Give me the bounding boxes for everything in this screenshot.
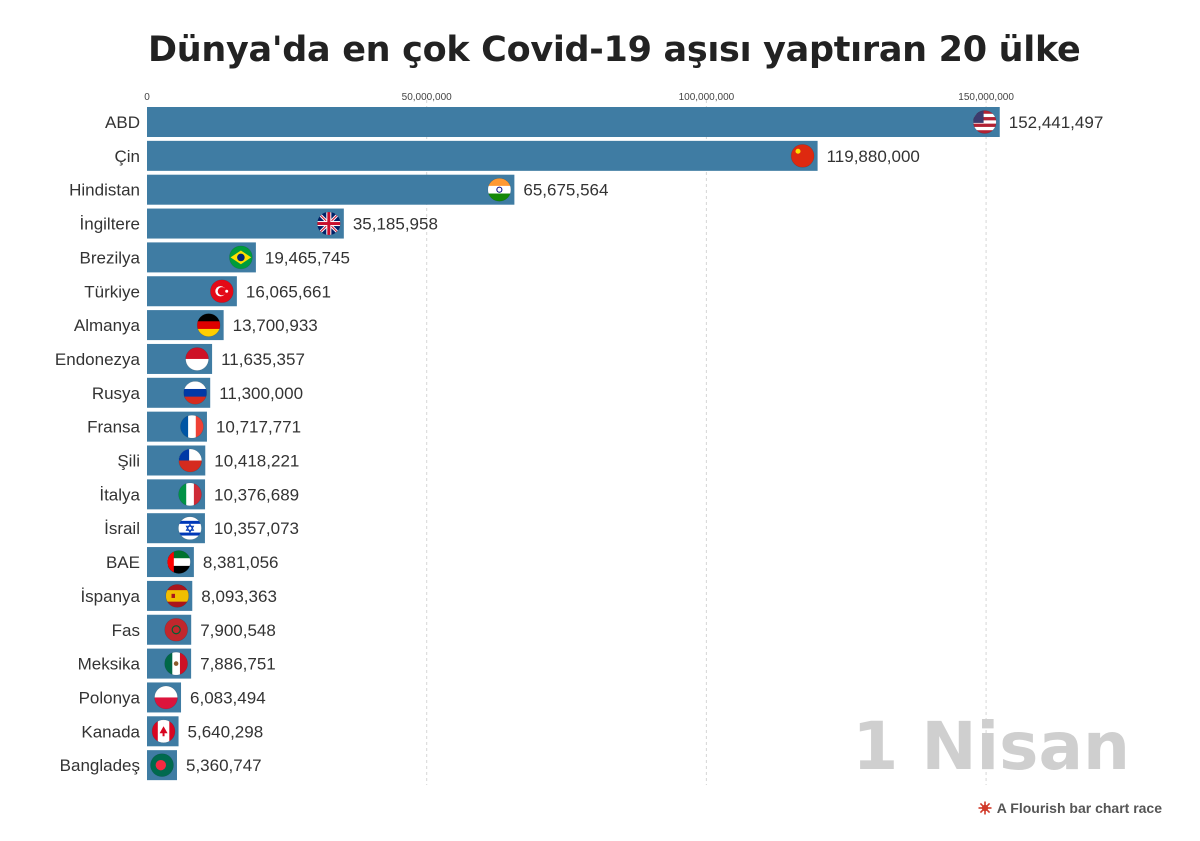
bar-row: Rusya 11,300,000 — [92, 377, 303, 408]
bangladesh-flag-icon — [150, 753, 174, 777]
spain-flag-icon — [165, 584, 190, 608]
bar-row: İsrail 10,357,073 — [104, 513, 299, 544]
value-label: 5,640,298 — [188, 722, 264, 741]
poland-flag-icon — [154, 685, 178, 710]
flourish-logo-icon — [978, 801, 992, 815]
bar-row: Bangladeş 5,360,747 — [60, 750, 262, 781]
bar-row: Almanya 13,700,933 — [74, 310, 318, 341]
bar-row: Hindistan 65,675,564 — [69, 174, 608, 205]
canada-flag-icon — [151, 719, 176, 744]
usa-flag-icon — [972, 110, 997, 134]
chart-title: Dünya'da en çok Covid-19 aşısı yaptıran … — [148, 30, 1081, 70]
value-label: 19,465,745 — [265, 248, 350, 267]
x-tick-label: 50,000,000 — [402, 92, 452, 103]
bar-row: Türkiye 16,065,661 — [84, 276, 331, 307]
bar-row: Çin 119,880,000 — [114, 140, 920, 171]
value-label: 152,441,497 — [1009, 113, 1104, 132]
category-label: İspanya — [80, 587, 140, 606]
bar — [147, 174, 515, 205]
credit-text: A Flourish bar chart race — [996, 800, 1162, 816]
value-label: 11,635,357 — [221, 350, 305, 369]
category-label: Brezilya — [80, 248, 141, 267]
bar — [147, 107, 1000, 137]
x-tick-label: 100,000,000 — [679, 92, 735, 103]
value-label: 119,880,000 — [827, 147, 920, 166]
value-label: 8,093,363 — [201, 587, 277, 606]
value-label: 7,886,751 — [200, 655, 276, 674]
category-label: İngiltere — [80, 215, 140, 234]
bar-row: İngiltere 35,185,958 — [80, 208, 438, 239]
bar — [147, 140, 818, 171]
uk-flag-icon — [317, 211, 341, 236]
germany-flag-icon — [196, 313, 221, 337]
value-label: 11,300,000 — [219, 384, 303, 403]
russia-flag-icon — [183, 380, 208, 405]
category-label: Polonya — [79, 688, 141, 707]
brazil-flag-icon — [229, 245, 253, 270]
turkey-flag-icon — [210, 279, 234, 304]
bar-row: Brezilya 19,465,745 — [80, 242, 350, 273]
value-label: 65,675,564 — [523, 181, 608, 200]
category-label: Çin — [114, 147, 140, 166]
value-label: 7,900,548 — [200, 621, 276, 640]
category-label: ABD — [105, 113, 140, 132]
bar-row: Endonezya 11,635,357 — [55, 343, 305, 374]
category-label: Meksika — [78, 655, 141, 674]
bar-row: ABD 152,441,497 — [105, 107, 1103, 137]
value-label: 10,717,771 — [216, 418, 301, 437]
category-label: İtalya — [99, 485, 140, 504]
bar-row: Şili 10,418,221 — [117, 445, 299, 476]
category-label: Fas — [112, 621, 140, 640]
uae-flag-icon — [167, 550, 191, 574]
india-flag-icon — [487, 177, 512, 202]
category-label: Almanya — [74, 316, 141, 335]
category-label: Kanada — [81, 722, 140, 741]
x-tick-label: 0 — [144, 92, 150, 103]
bar-row: Meksika 7,886,751 — [78, 648, 276, 679]
mexico-flag-icon — [164, 651, 188, 676]
israel-flag-icon — [178, 516, 202, 541]
value-label: 10,357,073 — [214, 519, 299, 538]
category-label: Fransa — [87, 418, 140, 437]
bar-row: BAE 8,381,056 — [106, 547, 279, 578]
x-gridlines — [426, 100, 987, 785]
indonesia-flag-icon — [185, 347, 209, 371]
bar-row: İtalya 10,376,689 — [99, 479, 299, 510]
value-label: 16,065,661 — [246, 282, 331, 301]
chile-flag-icon — [178, 448, 203, 473]
flourish-credit[interactable]: A Flourish bar chart race — [978, 800, 1162, 816]
bar-row: Fas 7,900,548 — [112, 614, 276, 645]
category-label: Rusya — [92, 384, 141, 403]
value-label: 5,360,747 — [186, 756, 262, 775]
bar-row: Fransa 10,717,771 — [87, 411, 301, 442]
morocco-flag-icon — [164, 617, 188, 642]
china-flag-icon — [790, 144, 815, 168]
date-label: 1 Nisan — [852, 708, 1130, 785]
bar — [147, 208, 344, 239]
bars: ABD 152,441,497 Çin 119,880,000 Hindistan 65,… — [55, 107, 1103, 781]
value-label: 10,418,221 — [214, 452, 299, 471]
bar-row: Polonya 6,083,494 — [79, 682, 266, 713]
value-label: 13,700,933 — [233, 316, 318, 335]
category-label: Türkiye — [84, 282, 140, 301]
france-flag-icon — [180, 414, 204, 439]
category-label: Şili — [117, 452, 140, 471]
x-tick-label: 150,000,000 — [958, 92, 1014, 103]
bar-row: Kanada 5,640,298 — [81, 716, 264, 747]
category-label: Endonezya — [55, 350, 141, 369]
italy-flag-icon — [178, 482, 202, 507]
category-label: İsrail — [104, 519, 140, 538]
value-label: 6,083,494 — [190, 688, 266, 707]
value-label: 8,381,056 — [203, 553, 279, 572]
category-label: BAE — [106, 553, 140, 572]
bar-row: İspanya 8,093,363 — [80, 580, 277, 611]
category-label: Bangladeş — [60, 756, 140, 775]
category-label: Hindistan — [69, 181, 140, 200]
value-label: 10,376,689 — [214, 485, 299, 504]
value-label: 35,185,958 — [353, 215, 438, 234]
